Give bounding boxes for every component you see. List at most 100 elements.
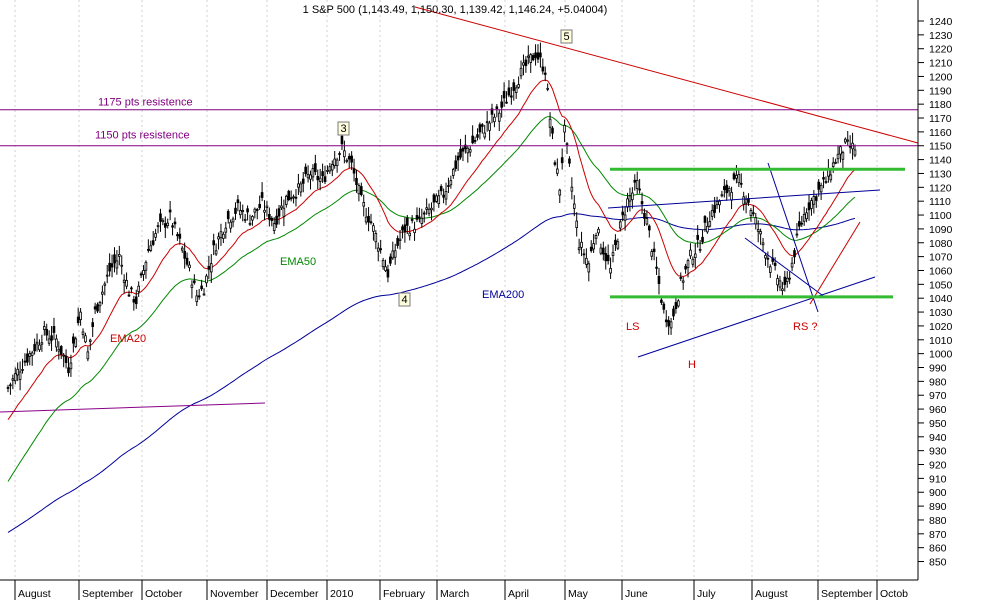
price-bar-body	[783, 276, 787, 285]
price-bar-body	[323, 176, 327, 182]
price-bar-body	[55, 338, 58, 348]
price-bar-body	[304, 166, 307, 175]
price-bar-body	[86, 351, 90, 360]
price-bar-body	[127, 294, 131, 297]
price-bar-body	[568, 158, 571, 164]
x-month-label: November	[210, 588, 259, 600]
resistance-1150-label: 1150 pts resistence	[95, 130, 190, 142]
price-bar-body	[430, 207, 433, 211]
downtrend-line	[414, 6, 919, 144]
price-bar-body	[234, 207, 237, 214]
price-bar-body	[524, 59, 528, 67]
price-bar-body	[679, 276, 683, 279]
price-bar-body	[330, 164, 334, 171]
price-bar-body	[773, 262, 777, 266]
y-tick-label: 1240	[929, 16, 953, 28]
x-month-label: August	[755, 588, 788, 600]
price-bar-body	[345, 159, 349, 162]
price-bar-body	[50, 335, 53, 341]
y-tick-label: 1170	[929, 113, 952, 125]
price-bar-body	[473, 140, 477, 142]
ema20-line	[7, 79, 856, 420]
price-bar-body	[618, 221, 622, 229]
price-bar-body	[299, 183, 303, 193]
price-bar-body	[389, 256, 392, 264]
price-bar-body	[604, 253, 608, 262]
price-bar-body	[756, 229, 760, 232]
price-bar-body	[57, 348, 61, 352]
price-bar-body	[173, 221, 177, 225]
price-bar-body	[309, 174, 312, 180]
price-bar-body	[822, 177, 825, 180]
wave-3-label-box	[337, 121, 350, 136]
price-bar-body	[144, 261, 148, 271]
price-bar-body	[318, 177, 322, 182]
price-bar-body	[386, 269, 390, 278]
price-bar-body	[432, 194, 436, 203]
y-tick-label: 1150	[929, 141, 952, 153]
price-bar-body	[59, 346, 63, 355]
x-month-label: September	[821, 588, 873, 600]
price-bar-body	[328, 166, 332, 172]
price-bar-body	[246, 208, 249, 213]
price-bar-body	[553, 162, 557, 165]
price-bar-body	[125, 280, 128, 287]
price-bar-body	[548, 118, 552, 128]
price-bar-body	[74, 338, 78, 347]
price-bar-body	[379, 248, 382, 251]
price-bar-body	[137, 285, 140, 292]
price-bar-body	[79, 311, 82, 320]
price-bar-body	[435, 195, 438, 202]
y-tick-label: 1180	[929, 99, 952, 111]
price-bar-body	[669, 321, 673, 329]
price-bar-body	[713, 204, 716, 213]
x-month-label: August	[18, 588, 51, 600]
price-bar-body	[529, 54, 533, 63]
wave-5-label: 5	[563, 31, 569, 43]
price-bar-body	[543, 72, 547, 75]
annotations: 3 4 5 EMA20 EMA50 EMA200 LS H RS ?	[110, 29, 817, 371]
price-bar-body	[444, 191, 448, 200]
price-bar-body	[176, 234, 179, 237]
price-bar-body	[558, 189, 562, 196]
price-bar-body	[168, 209, 172, 213]
price-bar-body	[154, 233, 157, 238]
price-bar-body	[468, 149, 472, 153]
price-bar-body	[40, 342, 44, 345]
price-bar-body	[11, 378, 15, 381]
price-bar-body	[527, 55, 530, 58]
price-bar-body	[730, 191, 733, 201]
price-bar-body	[802, 213, 806, 222]
price-bar-body	[118, 254, 121, 257]
y-tick-label: 1060	[929, 265, 953, 277]
price-bar-body	[38, 344, 41, 351]
price-bar-body	[725, 184, 729, 194]
price-bar-body	[18, 371, 22, 380]
price-bar-body	[693, 253, 697, 259]
ema20-path	[7, 79, 856, 420]
price-bar-body	[565, 143, 569, 146]
price-bar-body	[485, 121, 489, 124]
price-bar-body	[585, 257, 588, 265]
y-tick-label: 960	[929, 404, 947, 416]
price-bar-body	[846, 139, 850, 142]
price-bar-body	[333, 158, 336, 167]
price-bar-body	[226, 211, 230, 220]
price-bar-body	[340, 135, 344, 145]
price-bar-body	[795, 233, 799, 236]
price-bar-body	[539, 52, 542, 58]
price-bar-body	[9, 384, 12, 387]
price-bar-body	[599, 247, 603, 254]
price-bar-body	[640, 201, 644, 205]
price-bar-body	[570, 186, 574, 192]
price-bar-body	[664, 319, 668, 323]
trendlines	[0, 6, 919, 413]
price-bar-body	[764, 255, 767, 259]
price-bar-body	[454, 160, 457, 169]
price-bar-body	[551, 127, 554, 134]
price-bar-body	[696, 234, 699, 240]
price-bar-body	[785, 277, 789, 282]
price-bar-body	[836, 153, 840, 160]
price-bar-body	[471, 135, 474, 144]
